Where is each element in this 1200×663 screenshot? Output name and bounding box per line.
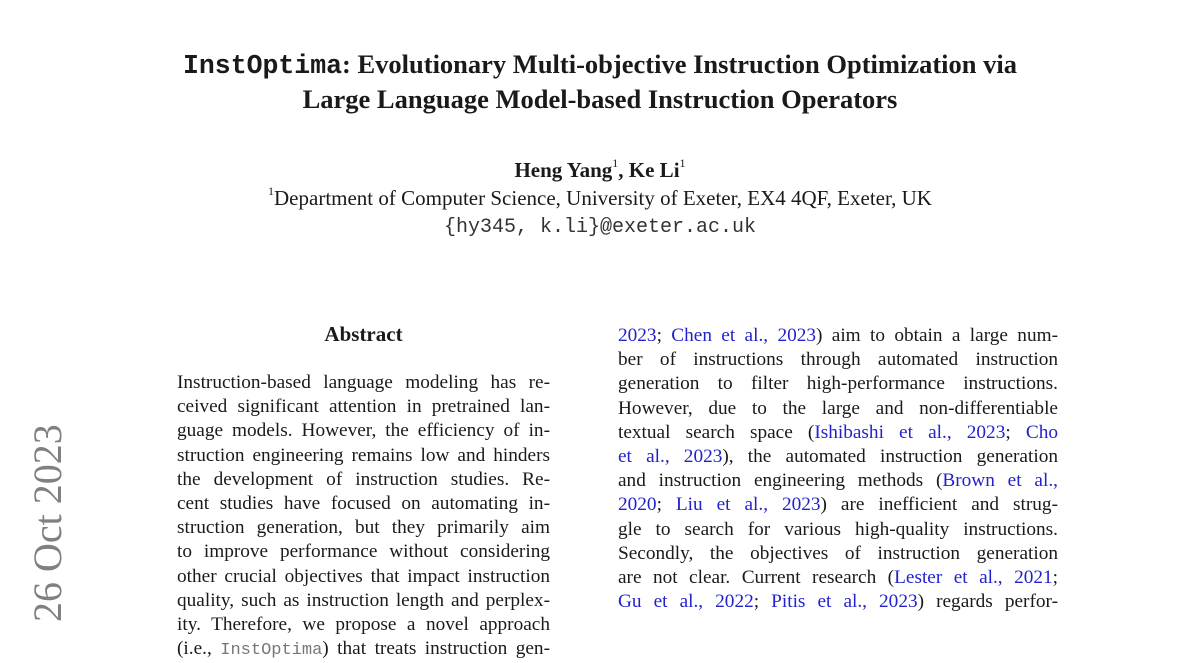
citation-link[interactable]: 2023 xyxy=(618,325,657,346)
abstract-heading: Abstract xyxy=(324,322,403,346)
text-span: and instruction engineering methods ( xyxy=(618,470,943,492)
text-span: other crucial objectives that impact ins… xyxy=(177,565,550,587)
text-span: ; xyxy=(1052,566,1058,588)
text-span: (i.e., xyxy=(177,638,221,660)
text-span: Secondly, the objectives of instruction … xyxy=(618,542,1058,564)
text-line: Gu et al., 2022; Pitis et al., 2023) reg… xyxy=(618,590,1058,614)
text-span: However, due to the large and non-differ… xyxy=(618,397,1058,419)
text-span: guage models. However, the efficiency of… xyxy=(177,420,550,442)
method-name: InstOptima xyxy=(220,641,323,661)
arxiv-date-stamp: 26 Oct 2023 xyxy=(25,424,70,622)
text-span: ; xyxy=(753,591,772,613)
text-span: cent studies have focused on automating … xyxy=(177,492,550,514)
text-line: et al., 2023), the automated instruction… xyxy=(618,445,1058,469)
text-span: ), the automated instruction generation xyxy=(722,445,1058,467)
affiliation: 1Department of Computer Science, Univers… xyxy=(268,184,932,210)
citation-link[interactable]: et al., 2023 xyxy=(618,445,723,467)
text-span: ceived significant attention in pretrain… xyxy=(177,396,550,418)
text-span: generation to filter high-performance in… xyxy=(618,373,1058,395)
text-span: ) regards perfor- xyxy=(917,591,1058,613)
text-line: textual search space (Ishibashi et al., … xyxy=(618,421,1058,445)
text-span: ) are inefficient and strug- xyxy=(820,494,1058,516)
text-line: cent studies have focused on automating … xyxy=(177,492,550,516)
text-span: ; xyxy=(1005,421,1026,443)
text-span: ) that treats instruction gen- xyxy=(322,638,550,660)
text-span: ; xyxy=(656,325,672,346)
text-span: Instruction-based language modeling has … xyxy=(177,372,550,393)
email: {hy345, k.li}@exeter.ac.uk xyxy=(443,216,757,239)
text-line: ber of instructions through automated in… xyxy=(618,348,1058,372)
text-line: Instruction-based language modeling has … xyxy=(177,371,550,395)
text-span: to improve performance without consideri… xyxy=(177,541,550,563)
citation-link[interactable]: Ishibashi et al., 2023 xyxy=(814,421,1006,443)
citation-link[interactable]: Gu et al., 2022 xyxy=(618,591,754,613)
text-span: the development of instruction studies. … xyxy=(177,468,550,490)
method-name: InstOptima xyxy=(182,51,343,81)
text-line: are not clear. Current research (Lester … xyxy=(618,566,1058,590)
text-line: Secondly, the objectives of instruction … xyxy=(618,542,1058,566)
text-line: and instruction engineering methods (Bro… xyxy=(618,469,1058,493)
text-line: (i.e., InstOptima) that treats instructi… xyxy=(177,637,550,661)
text-span: ber of instructions through automated in… xyxy=(618,349,1058,371)
text-line: generation to filter high-performance in… xyxy=(618,372,1058,396)
citation-link[interactable]: Chen et al., 2023 xyxy=(671,325,817,346)
text-span: ity. Therefore, we propose a novel appro… xyxy=(177,613,550,635)
citation-link[interactable]: Liu et al., 2023 xyxy=(675,494,821,516)
text-span: gle to search for various high-quality i… xyxy=(618,518,1058,540)
text-line: to improve performance without consideri… xyxy=(177,540,550,564)
citation-link[interactable]: 2020 xyxy=(618,494,657,516)
text-line: ceived significant attention in pretrain… xyxy=(177,395,550,419)
text-span: are not clear. Current research ( xyxy=(618,566,895,588)
abstract-body: Instruction-based language modeling has … xyxy=(177,371,550,661)
text-line: quality, such as instruction length and … xyxy=(177,589,550,613)
text-line: struction engineering remains low and hi… xyxy=(177,444,550,468)
citation-link[interactable]: Brown et al., xyxy=(942,470,1058,492)
authors: Heng Yang1, Ke Li1 xyxy=(514,156,686,182)
text-line: 2023; Chen et al., 2023) aim to obtain a… xyxy=(618,324,1058,348)
right-column-body: 2023; Chen et al., 2023) aim to obtain a… xyxy=(618,324,1058,614)
text-span: ) aim to obtain a large num- xyxy=(816,325,1058,346)
text-line: 2020; Liu et al., 2023) are inefficient … xyxy=(618,493,1058,517)
text-span: struction generation, but they primarily… xyxy=(177,517,550,539)
text-line: However, due to the large and non-differ… xyxy=(618,397,1058,421)
citation-link[interactable]: Pitis et al., 2023 xyxy=(771,591,918,613)
text-line: struction generation, but they primarily… xyxy=(177,516,550,540)
text-span: struction engineering remains low and hi… xyxy=(177,444,550,466)
paper-title: InstOptima: Evolutionary Multi-objective… xyxy=(182,49,1017,114)
text-line: gle to search for various high-quality i… xyxy=(618,518,1058,542)
text-span: textual search space ( xyxy=(618,421,815,443)
text-line: other crucial objectives that impact ins… xyxy=(177,565,550,589)
text-span: quality, such as instruction length and … xyxy=(177,589,550,611)
text-line: guage models. However, the efficiency of… xyxy=(177,419,550,443)
text-span: ; xyxy=(656,494,676,516)
citation-link[interactable]: Cho xyxy=(1025,421,1058,443)
citation-link[interactable]: Lester et al., 2021 xyxy=(894,566,1053,588)
text-line: ity. Therefore, we propose a novel appro… xyxy=(177,613,550,637)
text-line: the development of instruction studies. … xyxy=(177,468,550,492)
